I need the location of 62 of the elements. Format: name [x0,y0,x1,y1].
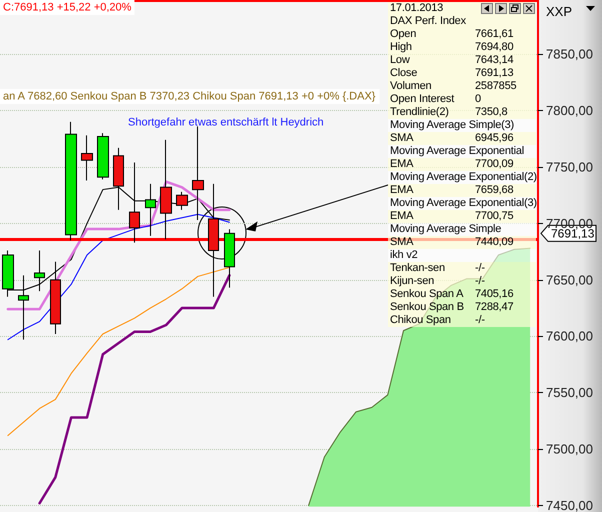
chart-title: C:7691,13 +15,22 +0,20% [3,2,132,14]
category-label: Close [390,67,418,80]
line-series [7,214,230,340]
category-label: ikh v2 [390,249,419,262]
y-tick-label: 7650,00 [546,272,593,288]
text: DAX Perf. Index [388,15,536,28]
y-axis-title: XXP [546,4,572,19]
candlestick [65,121,77,241]
candlestick [224,228,235,288]
category-label: EMA [390,184,414,197]
category-label: EMA [390,158,414,171]
category-label: Senkou Span B [390,301,465,314]
text: 7405,16 [475,288,514,300]
category-label: Moving Average Exponential [390,145,524,158]
text: 17.01.2013 [390,2,444,15]
line-series [38,274,231,504]
text: -/- [475,275,485,287]
category-label: Low [390,54,411,67]
text: an A 7682,60 Senkou Span B 7370,23 Chikou Span 7691,13 +0 +0% {.DAX} [3,90,376,102]
text: 7643,14 [475,54,514,66]
category-label: Chikou Span [390,314,452,327]
text: 7694,80 [475,41,514,53]
category-label: SMA [390,236,414,249]
text: -/- [475,262,485,274]
y-tick-label: 7550,00 [546,385,593,400]
candlestick [97,132,109,180]
text: 7350,8 [475,106,508,118]
candlestick [176,191,188,210]
y-tick-label: 7500,00 [546,442,593,457]
y-tick-label: 7600,00 [546,328,593,344]
text: 7700,75 [475,210,514,222]
category-label: Senkou Span A [390,288,464,301]
category-label: Volumen [390,80,432,93]
category-label: Open [390,28,418,41]
category-label: Open Interest [390,93,456,106]
candlestick [81,134,93,182]
text: 2587855 [475,80,516,92]
category-label: Moving Average Exponential(3) [390,197,537,210]
text: -/- [475,314,485,326]
category-label: Trendlinie(2) [390,106,450,119]
text: 7691,13 [475,67,514,79]
text: 7440,09 [475,236,514,248]
category-label: EMA [390,210,414,223]
text: 7661,61 [475,28,514,40]
text: 0 [475,93,481,105]
y-tick-label: 7850,00 [546,46,593,62]
text: 7700,09 [475,158,514,170]
y-tick-label: 7750,00 [546,159,593,174]
category-label: Moving Average Simple [390,223,502,236]
annotation: Shortgefahr etwas entschärft lt Heydrich [128,116,324,128]
text: 7288,47 [475,301,514,313]
category-label: Tenkan-sen [390,262,446,275]
text: 7659,68 [475,184,514,196]
y-tick-label: 7450,00 [546,498,593,512]
category-label: High [390,41,413,54]
category-label: SMA [390,132,414,145]
y-tick-label: 7800,00 [546,103,593,118]
category-label: Moving Average Exponential(2) [390,171,537,184]
text: 6945,96 [475,132,514,144]
category-label: Kijun-sen [390,275,436,288]
category-label: Moving Average Simple(3) [390,119,514,132]
line-series [7,266,230,436]
